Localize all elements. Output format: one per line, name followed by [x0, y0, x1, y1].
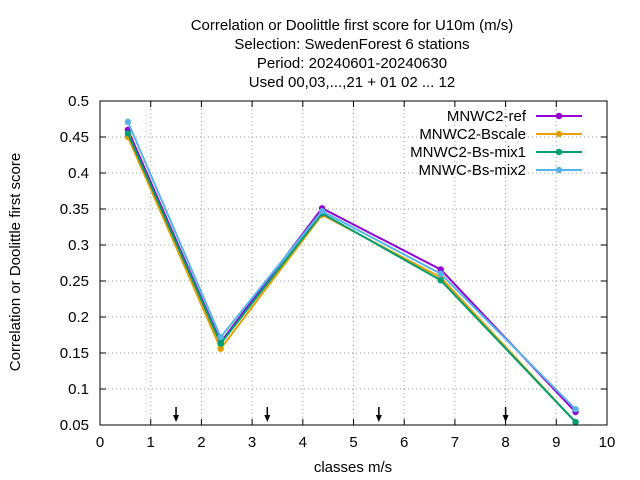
data-point: [217, 340, 224, 347]
axis-ticks: 0 1 2 3 4 5 6 7 8 9 10 0.05 0.1 0.15 0.2 0.25 0.3 0.35 0.4…: [60, 93, 616, 451]
y-tick-label: 0.5: [68, 93, 89, 110]
x-tick-label: 0: [96, 434, 104, 451]
data-point: [217, 345, 224, 352]
legend-label: MNWC2-Bscale: [419, 126, 526, 143]
legend-marker: [555, 166, 563, 174]
legend-label: MNWC2-ref: [447, 108, 527, 125]
legend-entry: MNWC2-Bscale: [419, 126, 582, 143]
class-boundary-arrows: [173, 407, 509, 422]
y-tick-label: 0.05: [60, 417, 89, 434]
data-point: [437, 270, 444, 277]
series-lines: [124, 118, 579, 426]
data-point: [217, 333, 224, 341]
title-line-3: Period: 20240601-20240630: [257, 55, 447, 72]
legend: MNWC2-refMNWC2-BscaleMNWC2-Bs-mix1MNWC-B…: [410, 108, 582, 179]
legend-marker: [555, 112, 563, 120]
x-tick-label: 8: [501, 434, 509, 451]
legend-label: MNWC2-Bs-mix1: [410, 144, 526, 161]
y-axis-label: Correlation or Doolittle first score: [7, 153, 24, 371]
x-tick-label: 7: [451, 434, 459, 451]
series-3: [124, 118, 579, 413]
chart-title: Correlation or Doolittle first score for…: [191, 17, 514, 91]
title-line-2: Selection: SwedenForest 6 stations: [234, 36, 469, 53]
legend-entry: MNWC-Bs-mix2: [419, 162, 582, 179]
y-tick-label: 0.25: [60, 273, 89, 290]
x-tick-label: 2: [197, 434, 205, 451]
legend-label: MNWC-Bs-mix2: [419, 162, 526, 179]
y-tick-label: 0.45: [60, 129, 89, 146]
title-line-1: Correlation or Doolittle first score for…: [191, 17, 514, 34]
data-point: [318, 207, 326, 215]
x-tick-label: 1: [147, 434, 155, 451]
y-tick-label: 0.15: [60, 345, 89, 362]
legend-marker: [555, 148, 563, 156]
x-axis-label: classes m/s: [314, 459, 392, 476]
data-point: [572, 405, 579, 413]
data-point: [437, 277, 444, 284]
x-tick-label: 9: [552, 434, 560, 451]
y-tick-label: 0.35: [60, 201, 89, 218]
y-tick-label: 0.3: [68, 237, 89, 254]
grid: [100, 101, 607, 425]
x-tick-label: 5: [349, 434, 357, 451]
legend-marker: [555, 130, 563, 138]
x-tick-label: 3: [248, 434, 256, 451]
data-point: [572, 418, 579, 426]
y-tick-label: 0.1: [68, 381, 89, 398]
class-boundary-arrow: [173, 407, 180, 422]
data-point: [124, 130, 132, 137]
class-boundary-arrow: [264, 407, 271, 422]
class-boundary-arrow: [375, 407, 382, 422]
class-boundary-arrow: [502, 407, 509, 422]
data-point: [124, 118, 132, 126]
x-tick-label: 4: [299, 434, 307, 451]
x-tick-label: 10: [599, 434, 616, 451]
y-tick-label: 0.2: [68, 309, 89, 326]
title-line-4: Used 00,03,...,21 + 01 02 ... 12: [249, 74, 455, 91]
y-tick-label: 0.4: [68, 165, 89, 182]
legend-entry: MNWC2-Bs-mix1: [410, 144, 582, 161]
x-tick-label: 6: [400, 434, 408, 451]
legend-entry: MNWC2-ref: [447, 108, 582, 125]
